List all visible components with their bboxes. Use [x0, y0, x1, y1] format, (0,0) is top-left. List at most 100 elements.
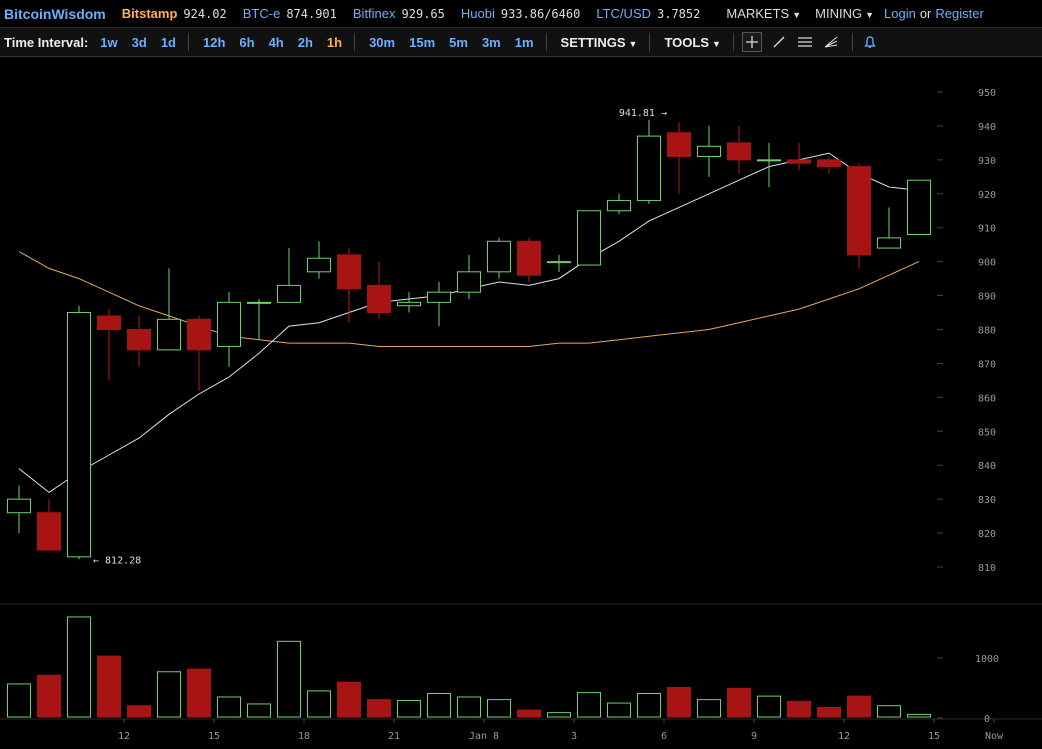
line-glyph: [773, 36, 785, 48]
interval-12h[interactable]: 12h: [202, 34, 226, 50]
y-tick-label: 910: [978, 224, 996, 235]
x-tick-label: 18: [298, 731, 310, 742]
divider: [649, 33, 651, 51]
mining-menu[interactable]: MINING ▼: [815, 6, 874, 21]
markets-menu[interactable]: MARKETS ▼: [726, 6, 801, 21]
divider: [354, 33, 356, 51]
y-tick-label: 930: [978, 156, 996, 167]
vol-tick-label: 0: [984, 714, 990, 725]
login-link[interactable]: Login: [884, 6, 916, 21]
x-tick-label: 6: [661, 731, 667, 742]
volume-bar: [7, 683, 31, 718]
candle-body: [517, 240, 541, 276]
interval-1d[interactable]: 1d: [160, 34, 176, 50]
interval-30m[interactable]: 30m: [369, 34, 396, 50]
candle-body: [307, 257, 331, 273]
candle-body: [427, 291, 451, 303]
price-bitstamp: 924.02: [183, 6, 227, 21]
or-text: or: [919, 6, 932, 21]
market-ltcusd[interactable]: LTC/USD: [596, 6, 651, 21]
volume-bar: [457, 696, 481, 718]
candle-body: [547, 261, 571, 264]
price-ltcusd: 3.7852: [657, 6, 701, 21]
candle-body: [457, 271, 481, 293]
volume-bar: [727, 687, 751, 718]
interval-2h[interactable]: 2h: [297, 34, 313, 50]
low-annotation: ← 812.28: [93, 555, 141, 566]
volume-bar: [97, 655, 121, 718]
volume-bar: [337, 681, 361, 718]
candle-body: [667, 132, 691, 157]
market-huobi[interactable]: Huobi: [460, 6, 495, 21]
y-tick-label: 870: [978, 359, 996, 370]
candle-body: [7, 498, 31, 514]
divider: [187, 33, 189, 51]
fan-glyph: [824, 36, 838, 48]
volume-bar: [157, 671, 181, 718]
volume-bar: [487, 699, 511, 718]
candle-body: [637, 135, 661, 202]
interval-15m[interactable]: 15m: [409, 34, 436, 50]
candle-body: [757, 159, 781, 162]
settings-menu[interactable]: SETTINGS ▼: [561, 35, 638, 50]
logo[interactable]: BitcoinWisdom: [4, 5, 106, 22]
bell-icon[interactable]: [861, 33, 879, 51]
register-link[interactable]: Register: [935, 6, 984, 21]
vol-tick-label: 1000: [975, 654, 999, 665]
y-tick-label: 880: [978, 326, 996, 337]
y-tick-label: 940: [978, 122, 996, 133]
volume-bar: [877, 705, 901, 718]
market-btce[interactable]: BTC-e: [242, 6, 281, 21]
price-chart[interactable]: 8108208308408508608708808909009109209309…: [0, 56, 1042, 749]
interval-3m[interactable]: 3m: [481, 34, 501, 50]
interval-5m[interactable]: 5m: [449, 34, 468, 50]
volume-bar: [547, 712, 571, 718]
candle-body: [787, 159, 811, 164]
volume-bar: [697, 699, 721, 718]
candle-body: [247, 301, 271, 304]
markets-menu-label: MARKETS: [726, 6, 790, 21]
bell-glyph: [864, 35, 876, 48]
volume-bar: [907, 713, 931, 718]
crosshair-glyph: [745, 36, 758, 48]
volume-bar: [637, 693, 661, 718]
volume-bar: [37, 674, 61, 718]
tools-menu[interactable]: TOOLS ▼: [664, 35, 720, 50]
volume-bar: [217, 696, 241, 718]
horizontal-lines-icon[interactable]: [796, 33, 814, 51]
line-draw-icon[interactable]: [770, 33, 788, 51]
y-tick-label: 830: [978, 495, 996, 506]
fan-icon[interactable]: [822, 33, 840, 51]
candle-body: [67, 312, 91, 558]
x-tick-label: Jan 8: [469, 731, 499, 742]
time-interval-label: Time Interval:: [4, 34, 89, 50]
price-huobi: 933.86/6460: [500, 6, 581, 21]
volume-bar: [397, 699, 421, 718]
candle-body: [577, 210, 601, 266]
volume-bar: [847, 695, 871, 718]
y-tick-label: 860: [978, 393, 996, 404]
crosshair-icon[interactable]: [741, 32, 762, 52]
interval-1m[interactable]: 1m: [514, 34, 534, 50]
x-tick-label: 9: [751, 731, 757, 742]
x-tick-label: 3: [571, 731, 577, 742]
ema-short-line: [18, 152, 920, 494]
market-bitfinex[interactable]: Bitfinex: [352, 6, 396, 21]
candle-body: [397, 301, 421, 307]
volume-bar: [247, 703, 271, 718]
divider: [732, 33, 734, 51]
market-bitstamp[interactable]: Bitstamp: [121, 6, 178, 21]
interval-6h[interactable]: 6h: [239, 34, 255, 50]
interval-1w[interactable]: 1w: [100, 34, 118, 50]
volume-bar: [127, 705, 151, 718]
candle-body: [607, 200, 631, 212]
interval-3d[interactable]: 3d: [131, 34, 147, 50]
y-tick-label: 840: [978, 461, 996, 472]
volume-bar: [307, 690, 331, 718]
interval-4h[interactable]: 4h: [268, 34, 284, 50]
interval-1h[interactable]: 1h: [326, 34, 343, 50]
candle-body: [907, 179, 931, 235]
mining-menu-label: MINING: [815, 6, 863, 21]
hlines-glyph: [797, 37, 812, 47]
x-tick-label: 15: [208, 731, 220, 742]
